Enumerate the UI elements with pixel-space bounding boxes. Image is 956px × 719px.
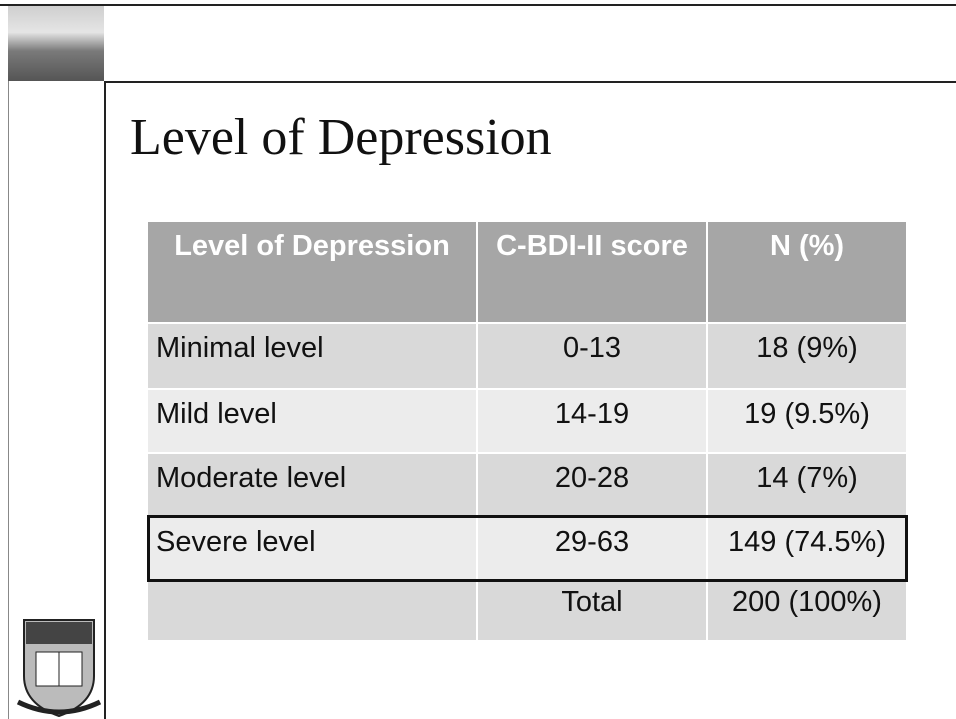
top-rule — [0, 4, 956, 6]
table-cell — [148, 582, 476, 640]
table-cell: 20-28 — [478, 454, 706, 516]
table-cell: Minimal level — [148, 324, 476, 388]
table-cell: 14-19 — [478, 390, 706, 452]
total-label: Total — [478, 582, 706, 640]
table-cell: Mild level — [148, 390, 476, 452]
total-value: 200 (100%) — [708, 582, 906, 640]
header-cell: N (%) — [708, 222, 906, 322]
table-cell: 19 (9.5%) — [708, 390, 906, 452]
table-cell: 14 (7%) — [708, 454, 906, 516]
highlight-box — [147, 515, 908, 582]
header-cell: C-BDI-II score — [478, 222, 706, 322]
slide-title: Level of Depression — [130, 108, 552, 167]
header-cell: Level of Depression — [148, 222, 476, 322]
table-cell: Moderate level — [148, 454, 476, 516]
side-rule-left — [8, 80, 9, 719]
header-rule — [104, 81, 956, 83]
crest — [16, 616, 102, 719]
table-cell: 18 (9%) — [708, 324, 906, 388]
slide: Level of Depression Level of DepressionC… — [0, 0, 956, 719]
table-cell: 0-13 — [478, 324, 706, 388]
side-rule — [104, 81, 106, 719]
building-photo — [8, 6, 104, 81]
